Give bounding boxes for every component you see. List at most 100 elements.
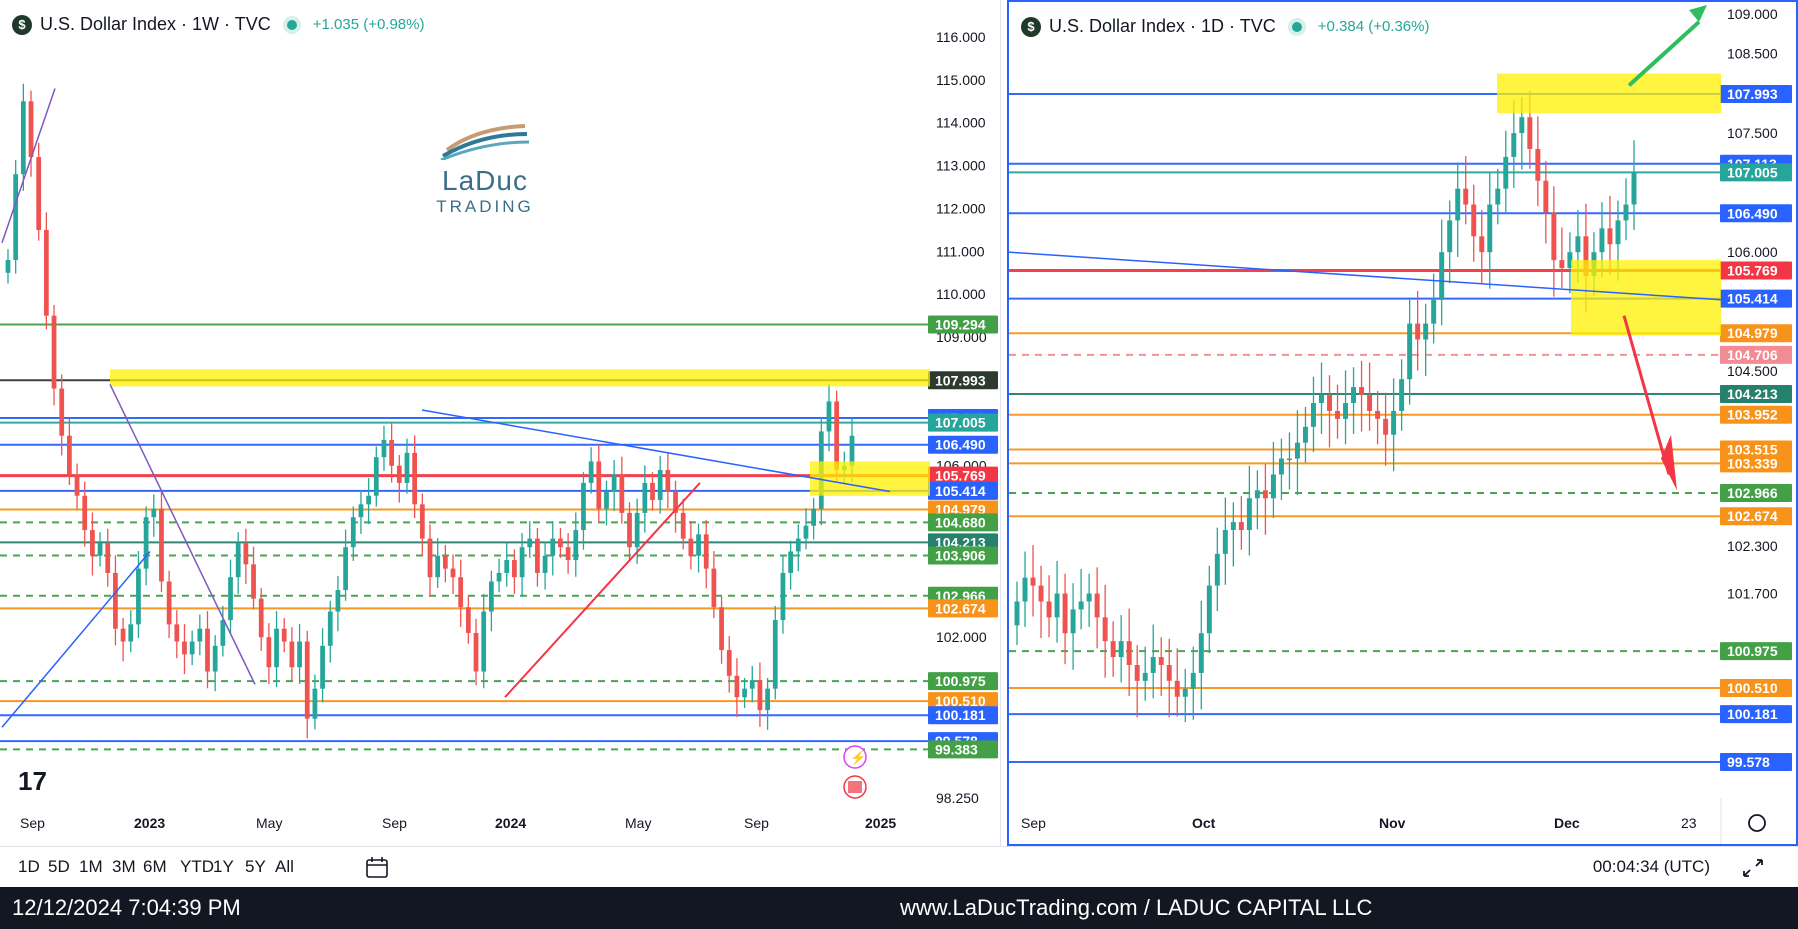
daily-candle — [1599, 228, 1605, 253]
weekly-candle — [757, 680, 763, 711]
daily-candle — [1014, 601, 1020, 626]
daily-axis-tick: 106.000 — [1727, 244, 1778, 260]
range-button-5y[interactable]: 5Y — [245, 857, 266, 876]
weekly-candle — [36, 157, 42, 230]
daily-candle — [1399, 379, 1405, 411]
weekly-candle — [558, 538, 563, 548]
daily-x-label: 23 — [1681, 815, 1697, 831]
daily-candle — [1455, 188, 1461, 221]
weekly-candle — [43, 229, 49, 316]
weekly-candle — [396, 465, 402, 483]
weekly-candle — [220, 620, 226, 646]
expand-icon[interactable] — [1742, 858, 1764, 878]
weekly-level-label: 109.294 — [935, 317, 986, 333]
daily-axis-tick: 109.000 — [1727, 6, 1778, 22]
daily-candle — [1086, 593, 1092, 602]
daily-axis-tick: 108.500 — [1727, 46, 1778, 62]
weekly-axis-tick: 110.000 — [936, 286, 986, 302]
weekly-candle — [726, 650, 732, 676]
daily-candle — [1375, 410, 1381, 419]
daily-candle — [1294, 442, 1300, 459]
weekly-level-label-bg — [928, 513, 998, 532]
range-button-ytd[interactable]: YTD — [180, 857, 214, 876]
weekly-candle — [274, 628, 279, 668]
weekly-trendline — [504, 482, 701, 698]
weekly-level-label-bg — [928, 740, 998, 759]
weekly-candle — [343, 547, 348, 591]
bullish-arrow-icon — [1627, 20, 1701, 87]
daily-level-label: 104.979 — [1727, 325, 1778, 341]
daily-candle — [1166, 664, 1172, 681]
weekly-candle — [481, 611, 487, 672]
utc-clock[interactable]: 00:04:34 (UTC) — [1592, 857, 1710, 876]
weekly-candle — [205, 628, 210, 672]
daily-chart-legend: $ U.S. Dollar Index · 1D · TVC +0.384 (+… — [1021, 16, 1429, 37]
weekly-candle — [235, 542, 241, 578]
daily-candle — [1222, 530, 1228, 554]
daily-level-label-bg — [1720, 385, 1792, 404]
weekly-level-label: 104.213 — [935, 534, 986, 550]
range-button-3m[interactable]: 3M — [112, 857, 136, 876]
range-button-1y[interactable]: 1Y — [213, 857, 234, 876]
weekly-trendline — [109, 383, 256, 685]
daily-level-label: 99.578 — [1727, 754, 1770, 770]
range-button-5d[interactable]: 5D — [48, 857, 70, 876]
weekly-candle — [749, 680, 755, 689]
weekly-candle — [197, 628, 203, 642]
event-us-flag-glyph — [848, 781, 862, 793]
daily-candle — [1383, 418, 1389, 435]
daily-level-label: 102.674 — [1727, 508, 1778, 524]
range-button-6m[interactable]: 6M — [143, 857, 167, 876]
daily-level-label: 104.706 — [1727, 347, 1778, 363]
weekly-candle — [634, 512, 640, 548]
weekly-level-label: 100.510 — [935, 693, 986, 709]
weekly-support-zone — [810, 461, 930, 496]
weekly-axis-tick: 115.000 — [936, 72, 986, 88]
weekly-candle — [358, 504, 364, 518]
weekly-x-label: May — [625, 815, 651, 831]
weekly-level-label: 100.975 — [935, 673, 986, 689]
daily-level-label-bg — [1720, 345, 1792, 364]
weekly-chart-pane[interactable]: $ U.S. Dollar Index · 1W · TVC +1.035 (+… — [0, 0, 1001, 846]
weekly-x-label: 2025 — [865, 815, 896, 831]
weekly-candle — [627, 512, 632, 548]
weekly-level-label: 106.490 — [935, 437, 986, 453]
daily-candle — [1230, 522, 1236, 531]
daily-candle — [1623, 204, 1629, 221]
weekly-candle — [542, 555, 548, 573]
weekly-candle — [151, 508, 157, 518]
range-button-1m[interactable]: 1M — [79, 857, 103, 876]
daily-level-label: 105.769 — [1727, 263, 1778, 279]
daily-candle — [1503, 156, 1509, 189]
dollar-symbol-icon: $ — [12, 14, 32, 35]
weekly-candle — [212, 645, 218, 672]
weekly-chart-change: +1.035 (+0.98%) — [312, 16, 425, 33]
daily-candle — [1415, 323, 1421, 340]
range-button-1d[interactable]: 1D — [18, 857, 40, 876]
weekly-candle — [373, 457, 379, 496]
daily-level-label: 107.005 — [1727, 164, 1778, 180]
daily-candle — [1359, 387, 1365, 396]
daily-level-label: 106.490 — [1727, 205, 1778, 221]
weekly-candle — [28, 101, 34, 158]
daily-candle — [1583, 236, 1589, 276]
daily-chart-pane[interactable]: $ U.S. Dollar Index · 1D · TVC +0.384 (+… — [1007, 0, 1798, 846]
weekly-candle — [611, 474, 617, 492]
daily-resistance-zone — [1497, 73, 1721, 114]
weekly-axis-tick: 98.250 — [936, 790, 979, 806]
weekly-candle — [189, 641, 195, 655]
daily-chart-canvas[interactable]: 109.000 108.500 107.500 106.000 104.500 102.3… — [1009, 2, 1796, 844]
daily-level-label-bg — [1720, 484, 1792, 503]
weekly-chart-canvas[interactable]: 116.000 115.000 114.000 113.000 112.000 111.0… — [0, 0, 1000, 846]
compare-calendar-icon[interactable] — [364, 856, 390, 880]
daily-candle — [1158, 657, 1164, 665]
range-button-all[interactable]: All — [275, 857, 294, 876]
daily-candle — [1198, 633, 1204, 673]
daily-candle — [1575, 236, 1581, 253]
weekly-candle — [404, 452, 410, 483]
daily-level-label: 103.952 — [1727, 407, 1778, 423]
weekly-candle — [834, 401, 840, 471]
weekly-resistance-zone — [110, 369, 930, 387]
daily-chart-title: U.S. Dollar Index · 1D · TVC — [1049, 16, 1276, 36]
weekly-candle — [795, 538, 801, 552]
